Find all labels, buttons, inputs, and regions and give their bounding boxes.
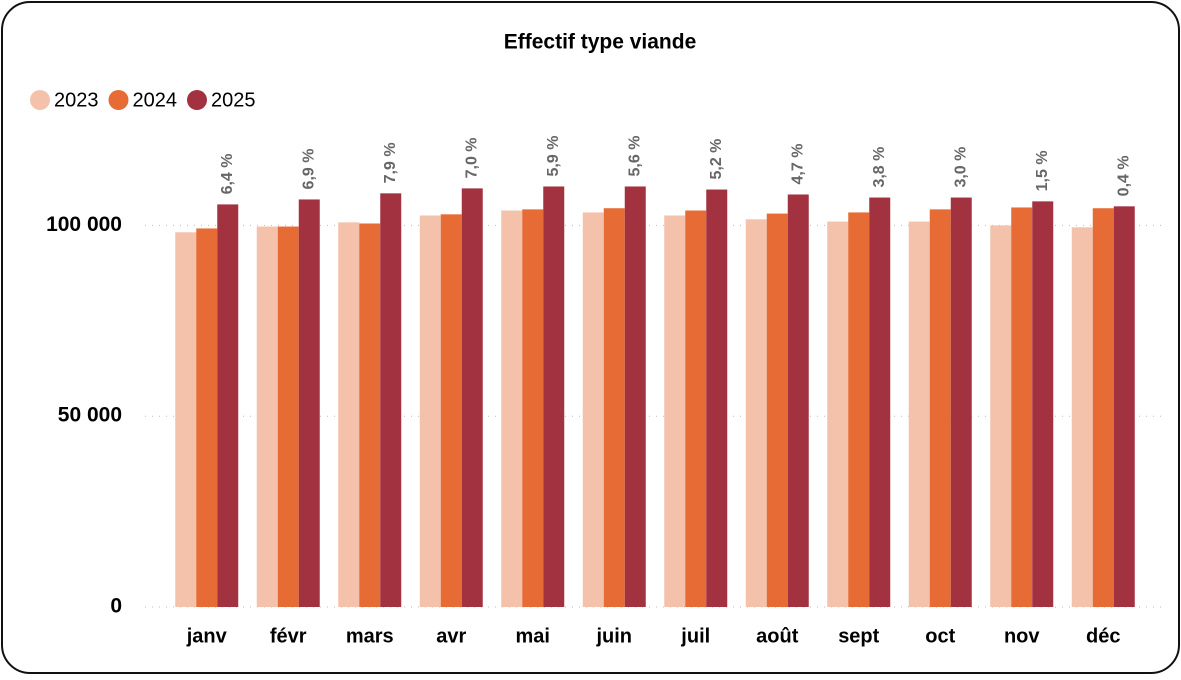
- bar: [685, 210, 707, 608]
- growth-label: 5,2 %: [708, 139, 725, 180]
- bar: [603, 208, 625, 607]
- legend-marker: [187, 90, 207, 110]
- bar: [419, 215, 441, 607]
- x-tick-label: févr: [270, 625, 307, 647]
- growth-label: 5,6 %: [626, 136, 643, 177]
- x-tick-label: juil: [680, 625, 710, 647]
- legend-label: 2025: [211, 89, 256, 111]
- bar: [706, 189, 728, 607]
- legend-marker: [30, 90, 50, 110]
- bar: [950, 197, 972, 607]
- bar: [929, 209, 951, 607]
- bar: [277, 226, 299, 607]
- legend-label: 2024: [133, 89, 178, 111]
- x-tick-label: mars: [346, 625, 394, 647]
- legend-label: 2023: [54, 89, 99, 111]
- growth-label: 0,4 %: [1115, 155, 1132, 196]
- bar: [175, 232, 197, 607]
- y-tick-label: 0: [110, 595, 122, 618]
- x-tick-label: mai: [516, 625, 550, 647]
- bar: [217, 204, 239, 608]
- bar: [624, 186, 646, 607]
- x-tick-label: avr: [436, 625, 466, 647]
- bar: [380, 193, 402, 608]
- bar: [298, 199, 320, 607]
- x-tick-label: sept: [838, 625, 879, 647]
- growth-label: 5,9 %: [545, 136, 562, 177]
- x-tick-label: oct: [925, 625, 955, 647]
- bar: [1032, 201, 1054, 608]
- bar: [501, 210, 523, 608]
- bar: [196, 228, 218, 607]
- bar: [664, 215, 686, 607]
- x-tick-label: janv: [186, 625, 228, 647]
- bar: [522, 209, 544, 607]
- x-tick-label: août: [756, 625, 799, 647]
- bar: [1071, 227, 1093, 608]
- bar: [869, 197, 891, 607]
- chart-title: Effectif type viande: [504, 31, 697, 54]
- bar: [787, 194, 809, 607]
- y-tick-label: 100 000: [46, 213, 122, 236]
- bar: [1011, 207, 1033, 608]
- bar: [990, 225, 1012, 607]
- x-tick-label: nov: [1004, 625, 1040, 647]
- growth-label: 7,0 %: [463, 137, 480, 178]
- growth-label: 7,9 %: [382, 142, 399, 183]
- bar: [461, 188, 483, 607]
- growth-label: 4,7 %: [789, 144, 806, 185]
- bar: [543, 186, 565, 607]
- legend-marker: [108, 90, 129, 110]
- bar: [766, 213, 788, 607]
- growth-label: 3,0 %: [952, 147, 969, 188]
- bar: [848, 212, 870, 607]
- bar: [1092, 208, 1114, 607]
- bar: [827, 221, 849, 608]
- x-tick-label: déc: [1086, 625, 1120, 647]
- growth-label: 6,4 %: [219, 153, 236, 194]
- x-tick-label: juin: [595, 625, 632, 647]
- bar: [745, 219, 767, 607]
- bar: [256, 226, 278, 607]
- growth-label: 1,5 %: [1034, 150, 1051, 191]
- bar: [582, 212, 604, 607]
- bar: [440, 214, 462, 607]
- bar: [908, 221, 930, 608]
- growth-label: 3,8 %: [871, 147, 888, 188]
- bar: [1113, 206, 1135, 607]
- growth-label: 6,9 %: [300, 149, 317, 190]
- bar: [359, 223, 381, 607]
- y-tick-label: 50 000: [58, 404, 122, 427]
- bar: [338, 222, 360, 607]
